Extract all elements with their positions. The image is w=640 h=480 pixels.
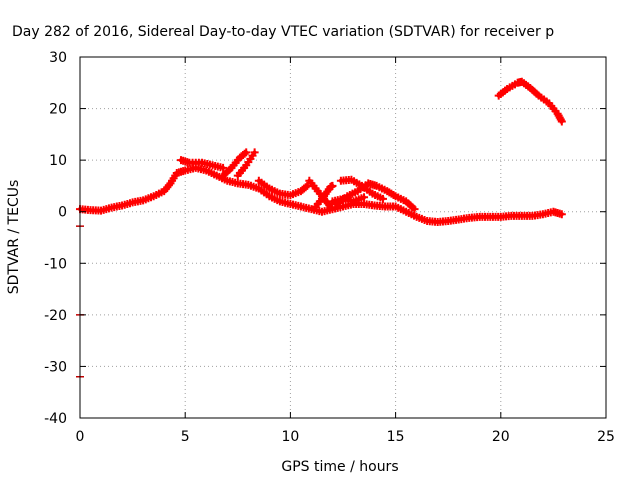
x-axis-label: GPS time / hours [281, 459, 398, 475]
data-point [301, 183, 310, 192]
data-point [328, 205, 337, 214]
x-tick-label: 5 [181, 429, 190, 445]
x-tick-label: 25 [597, 429, 615, 445]
data-point [557, 210, 566, 219]
data-point [250, 148, 259, 157]
data-point [242, 148, 251, 157]
x-tick-label: 10 [281, 429, 299, 445]
x-tick-label: 20 [492, 429, 510, 445]
y-axis-label: SDTVAR / TECUs [6, 180, 22, 295]
y-tick-label: -30 [44, 359, 67, 375]
y-tick-label: -10 [44, 256, 67, 272]
series-trace-11 [494, 77, 566, 126]
axis-ticks: 0 5 10 15 20 25 30 20 10 0 -10 -20 -30 -40 [44, 50, 615, 445]
data-point [328, 181, 337, 190]
series-trace-3 [219, 148, 251, 180]
grid [80, 57, 606, 418]
y-tick-label: -20 [44, 308, 67, 324]
data-point [240, 149, 249, 158]
y-tick-label: 20 [49, 102, 67, 118]
data-point [410, 205, 419, 214]
y-tick-label: 30 [49, 50, 67, 66]
series-trace-7 [311, 181, 337, 211]
data-point [219, 163, 228, 172]
x-tick-label: 15 [387, 429, 405, 445]
data-point [360, 193, 369, 202]
x-tick-label: 0 [76, 429, 85, 445]
series-trace-2 [176, 156, 228, 172]
y-tick-label: 0 [58, 205, 67, 221]
series-trace-5 [254, 176, 312, 200]
plot-frame [79, 56, 607, 419]
series-trace-1 [76, 163, 566, 227]
y-tick-label: -40 [44, 411, 67, 427]
series-trace-10 [328, 193, 369, 206]
series-trace-4 [233, 148, 259, 180]
chart-title: Day 282 of 2016, Sidereal Day-to-day VTE… [12, 24, 554, 40]
data-point [378, 194, 387, 203]
data-point [557, 117, 566, 126]
series-group [76, 77, 566, 378]
y-tick-label: 10 [49, 153, 67, 169]
